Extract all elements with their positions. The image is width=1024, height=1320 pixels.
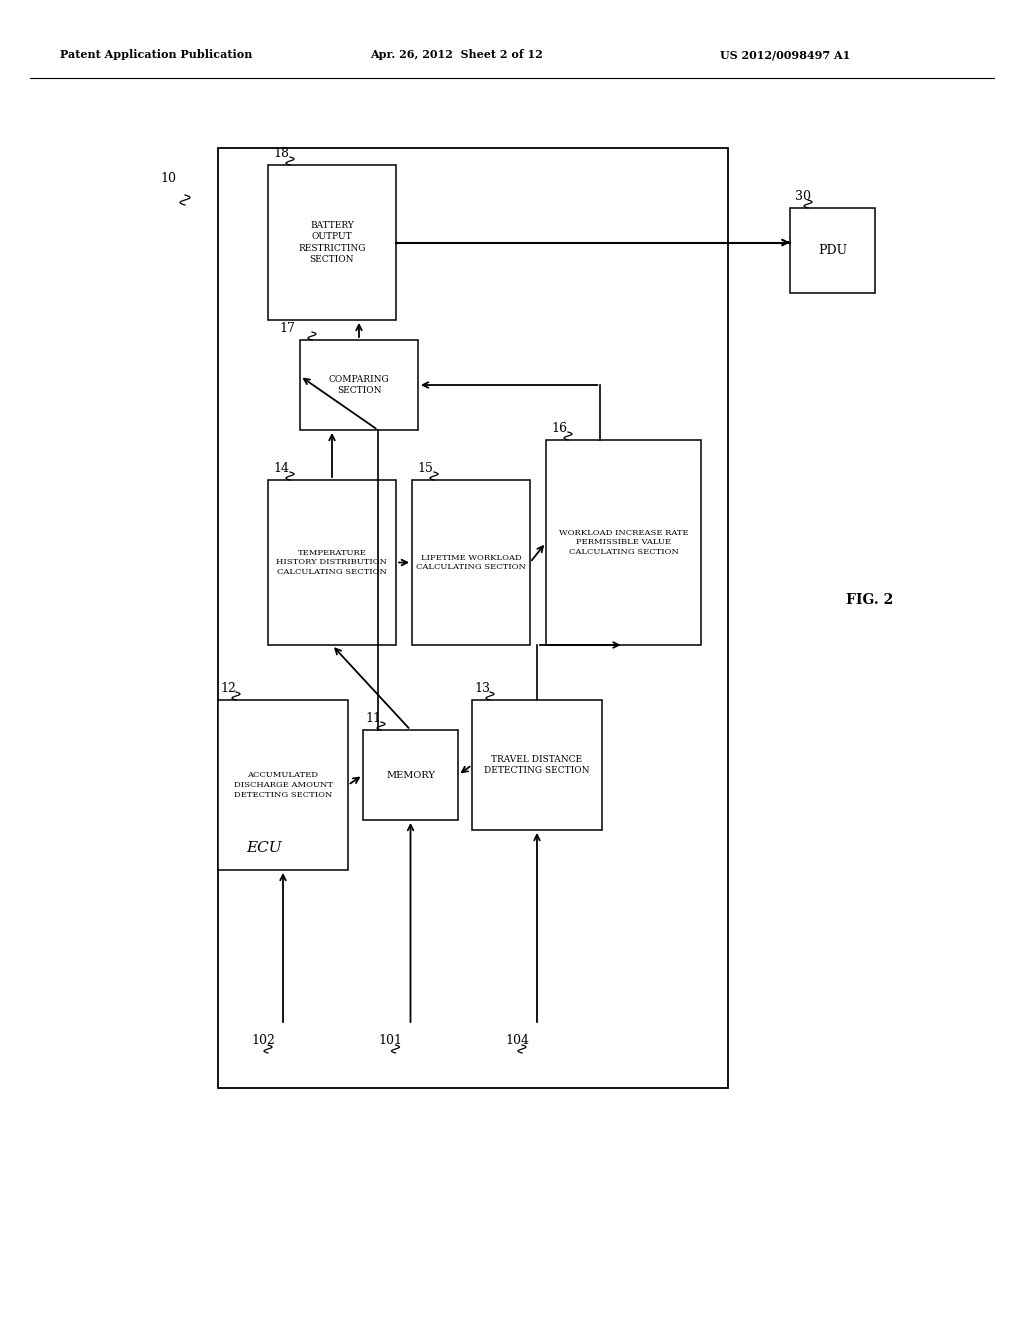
Text: 11: 11	[365, 711, 381, 725]
Text: 14: 14	[273, 462, 289, 475]
Text: WORKLOAD INCREASE RATE
PERMISSIBLE VALUE
CALCULATING SECTION: WORKLOAD INCREASE RATE PERMISSIBLE VALUE…	[559, 529, 688, 556]
Bar	[218, 148, 728, 1088]
Text: PDU: PDU	[818, 244, 847, 257]
Text: 101: 101	[379, 1034, 402, 1047]
Bar	[412, 480, 530, 645]
Text: US 2012/0098497 A1: US 2012/0098497 A1	[720, 49, 850, 61]
Text: 16: 16	[551, 422, 567, 436]
Text: LIFETIME WORKLOAD
CALCULATING SECTION: LIFETIME WORKLOAD CALCULATING SECTION	[416, 553, 526, 572]
Bar	[362, 730, 458, 820]
Bar	[472, 700, 602, 830]
Text: 10: 10	[160, 172, 176, 185]
Bar	[546, 440, 701, 645]
Text: 30: 30	[795, 190, 811, 203]
Text: BATTERY
OUTPUT
RESTRICTING
SECTION: BATTERY OUTPUT RESTRICTING SECTION	[298, 222, 366, 264]
Bar	[218, 700, 348, 870]
Text: 18: 18	[273, 147, 289, 160]
Text: 102: 102	[251, 1034, 275, 1047]
Text: 17: 17	[280, 322, 295, 335]
Text: FIG. 2: FIG. 2	[847, 593, 894, 607]
Bar	[268, 165, 396, 319]
Text: 12: 12	[220, 682, 236, 696]
Text: 15: 15	[417, 462, 433, 475]
Text: 104: 104	[505, 1034, 529, 1047]
Text: ECU: ECU	[246, 841, 282, 855]
Text: Apr. 26, 2012  Sheet 2 of 12: Apr. 26, 2012 Sheet 2 of 12	[370, 49, 543, 61]
Bar	[268, 480, 396, 645]
Text: COMPARING
SECTION: COMPARING SECTION	[329, 375, 389, 395]
Text: ACCUMULATED
DISCHARGE AMOUNT
DETECTING SECTION: ACCUMULATED DISCHARGE AMOUNT DETECTING S…	[233, 771, 333, 799]
Text: Patent Application Publication: Patent Application Publication	[60, 49, 252, 61]
Bar	[790, 209, 874, 293]
Bar	[300, 341, 418, 430]
Text: TEMPERATURE
HISTORY DISTRIBUTION
CALCULATING SECTION: TEMPERATURE HISTORY DISTRIBUTION CALCULA…	[276, 549, 387, 577]
Text: TRAVEL DISTANCE
DETECTING SECTION: TRAVEL DISTANCE DETECTING SECTION	[484, 755, 590, 775]
Text: 13: 13	[474, 682, 490, 696]
Text: MEMORY: MEMORY	[386, 771, 435, 780]
